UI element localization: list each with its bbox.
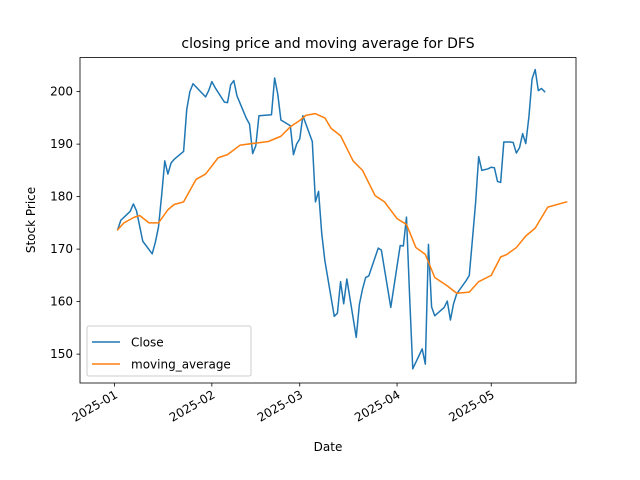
plot-frame (79, 57, 577, 384)
y-tick-label: 180 (50, 190, 73, 204)
y-tick-label: 170 (50, 242, 73, 256)
y-tick-label: 150 (50, 347, 73, 361)
y-axis-title: Stock Price (24, 187, 38, 253)
plot-area (116, 68, 568, 370)
series-line-close (116, 68, 546, 370)
chart-title: closing price and moving average for DFS (181, 36, 474, 52)
y-axis: 150 160 170 180 190 200 (50, 85, 80, 361)
series-line-moving-average (116, 112, 568, 294)
legend: Close moving_average (86, 325, 252, 377)
legend-label-moving-average: moving_average (131, 358, 231, 372)
x-axis-title: Date (314, 440, 343, 454)
y-tick-label: 190 (50, 137, 73, 151)
y-tick-label: 160 (50, 295, 73, 309)
legend-box (86, 325, 252, 377)
legend-label-close: Close (131, 336, 164, 350)
y-tick-label: 200 (50, 85, 73, 99)
